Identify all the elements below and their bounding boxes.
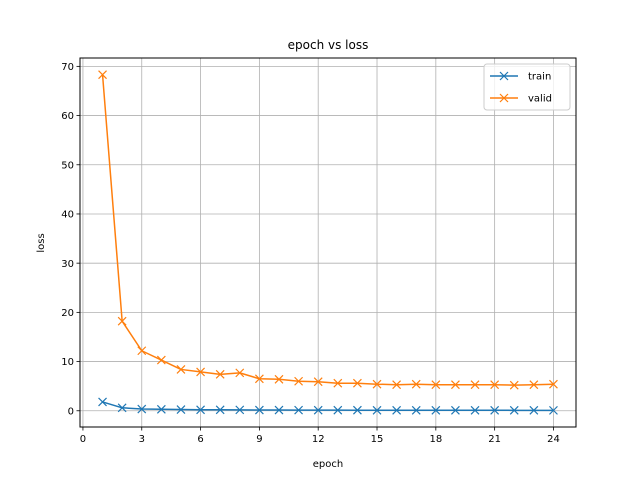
legend-label: valid [528,94,552,105]
data-point-valid [352,378,362,388]
series-train [98,397,558,415]
data-point-train [137,404,147,414]
y-tick-label: 30 [61,259,74,270]
data-point-train [411,405,421,415]
data-point-train [98,397,107,407]
y-axis-label: loss [36,233,47,252]
data-point-valid [490,380,500,390]
data-point-valid [274,374,284,384]
data-point-train [274,405,284,415]
data-point-train [549,405,558,415]
data-point-train [529,405,539,415]
data-point-train [333,405,343,415]
data-point-valid [254,374,264,384]
y-tick-label: 20 [61,308,74,319]
data-point-train [215,405,225,415]
data-point-valid [215,369,225,379]
data-point-valid [235,368,245,378]
x-axis-ticks: 0 3 6 9 12 15 18 21 24 [80,427,560,445]
plot-frame [79,57,577,428]
y-tick-label: 50 [61,160,74,171]
data-point-train [235,405,245,415]
chart-title: epoch vs loss [288,38,369,52]
data-point-valid [431,380,441,390]
data-point-train [372,405,382,415]
data-point-valid [549,379,558,389]
series-line-valid [101,74,554,386]
data-point-valid [411,379,421,389]
data-point-valid [117,316,127,326]
y-tick-label: 10 [61,357,74,368]
data-point-valid [294,376,304,386]
y-axis-ticks: 0 10 20 30 40 50 60 70 [61,62,80,417]
data-point-valid [156,355,166,365]
series-layer [98,70,558,415]
data-point-valid [196,367,205,377]
data-point-train [196,405,205,415]
x-tick-label: 6 [197,434,203,445]
data-point-train [352,405,362,415]
data-point-train [254,405,264,415]
y-tick-label: 40 [61,210,74,221]
data-point-train [431,405,441,415]
data-point-train [490,405,500,415]
x-tick-label: 3 [139,434,145,445]
data-point-valid [470,380,480,390]
data-point-valid [176,365,186,374]
data-point-valid [333,378,343,388]
series-line-train [102,401,554,412]
x-tick-label: 15 [371,434,384,445]
x-axis-label: epoch [313,459,343,470]
data-point-valid [529,380,539,390]
legend: train valid [483,63,571,111]
y-tick-label: 0 [68,406,74,417]
data-point-train [509,405,519,415]
data-point-valid [98,70,107,80]
data-point-valid [451,380,460,390]
data-point-train [156,404,166,414]
legend-box [483,63,571,111]
data-point-train [117,403,127,413]
series-valid [98,70,558,390]
data-point-train [451,405,460,415]
x-tick-label: 18 [429,434,442,445]
data-point-train [313,405,323,415]
data-point-valid [137,346,147,356]
x-tick-label: 24 [547,434,560,445]
data-point-valid [509,380,519,390]
x-tick-label: 21 [488,434,501,445]
y-tick-label: 60 [61,111,74,122]
legend-marker-train [499,71,509,81]
data-point-train [294,405,304,415]
data-point-valid [313,377,323,387]
x-tick-label: 0 [80,434,86,445]
legend-entry-valid: valid [490,93,552,105]
legend-label: train [528,72,551,83]
data-point-train [392,405,402,415]
y-tick-label: 70 [61,62,74,73]
data-point-train [470,405,480,415]
x-tick-label: 9 [256,434,262,445]
data-point-train [176,405,186,414]
data-point-valid [392,380,402,390]
data-point-valid [372,379,382,389]
legend-marker-valid [499,93,509,103]
legend-entry-train: train [490,71,551,83]
x-tick-label: 12 [312,434,325,445]
